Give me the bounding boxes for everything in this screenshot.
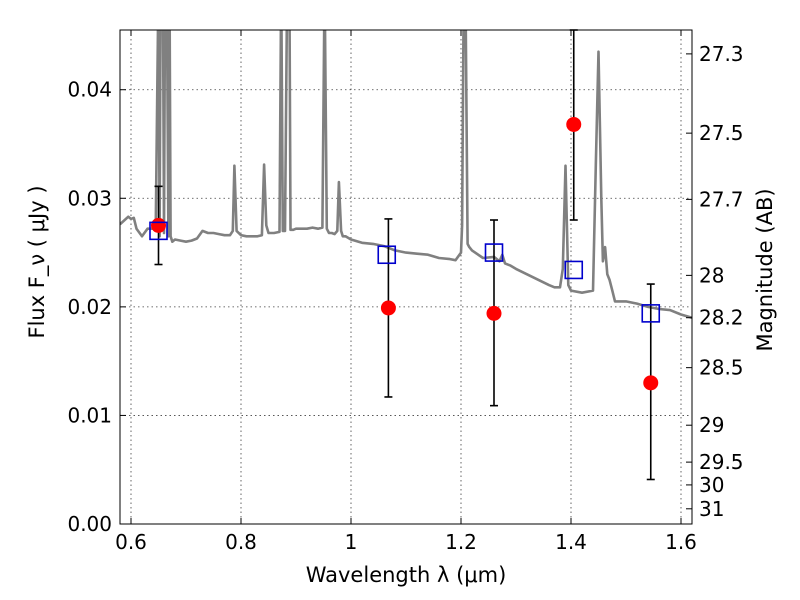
y-tick-label: 0.01 [67,403,112,427]
spectrum-line [120,30,692,319]
y-axis: 0.00 0.01 0.02 0.03 0.04 [67,78,126,536]
errorbar-layer [154,29,655,481]
y-tick-label: 0.03 [67,186,112,210]
observed-point [486,305,502,321]
right-tick-label: 28 [699,263,724,287]
model-point [564,260,584,280]
right-tick-label: 30 [699,473,724,497]
model-point [149,221,168,241]
observed-point [380,300,396,316]
y-tick-label: 0.04 [67,78,112,102]
x-axis-label: Wavelength λ (μm) [306,563,507,587]
observed-points [151,116,659,391]
spectrum-layer [120,30,692,319]
grid-lines [120,30,692,525]
x-tick-label: 1.2 [445,530,477,554]
y-axis-label: Flux F_ν ( μJy ) [25,185,50,338]
model-points [149,221,661,323]
plot-frame [119,29,693,525]
right-tick-label: 27.7 [699,187,744,211]
observed-point [566,116,582,132]
model-point [484,243,504,262]
x-tick-label: 1.4 [555,530,587,554]
right-tick-label: 27.3 [699,42,744,66]
x-tick-label: 0.8 [225,530,257,554]
x-tick-label: 1.6 [665,530,697,554]
x-tick-label: 0.6 [115,530,147,554]
model-point [377,245,397,265]
right-tick-label: 28.5 [699,356,744,380]
observed-point [643,375,659,391]
right-axis-label: Magnitude (AB) [753,188,777,351]
right-tick-label: 29.5 [699,450,744,474]
observed-point [151,217,166,233]
right-tick-label: 28.2 [699,306,744,330]
right-tick-label: 29 [699,413,724,437]
y-tick-label: 0.02 [67,295,112,319]
y-tick-label: 0.00 [67,512,112,536]
x-axis: 0.6 0.8 1 1.2 1.4 1.6 [115,30,697,554]
right-tick-label: 31 [699,497,724,521]
x-tick-label: 1 [345,530,358,554]
right-tick-label: 27.5 [699,121,744,145]
model-point [641,304,661,323]
